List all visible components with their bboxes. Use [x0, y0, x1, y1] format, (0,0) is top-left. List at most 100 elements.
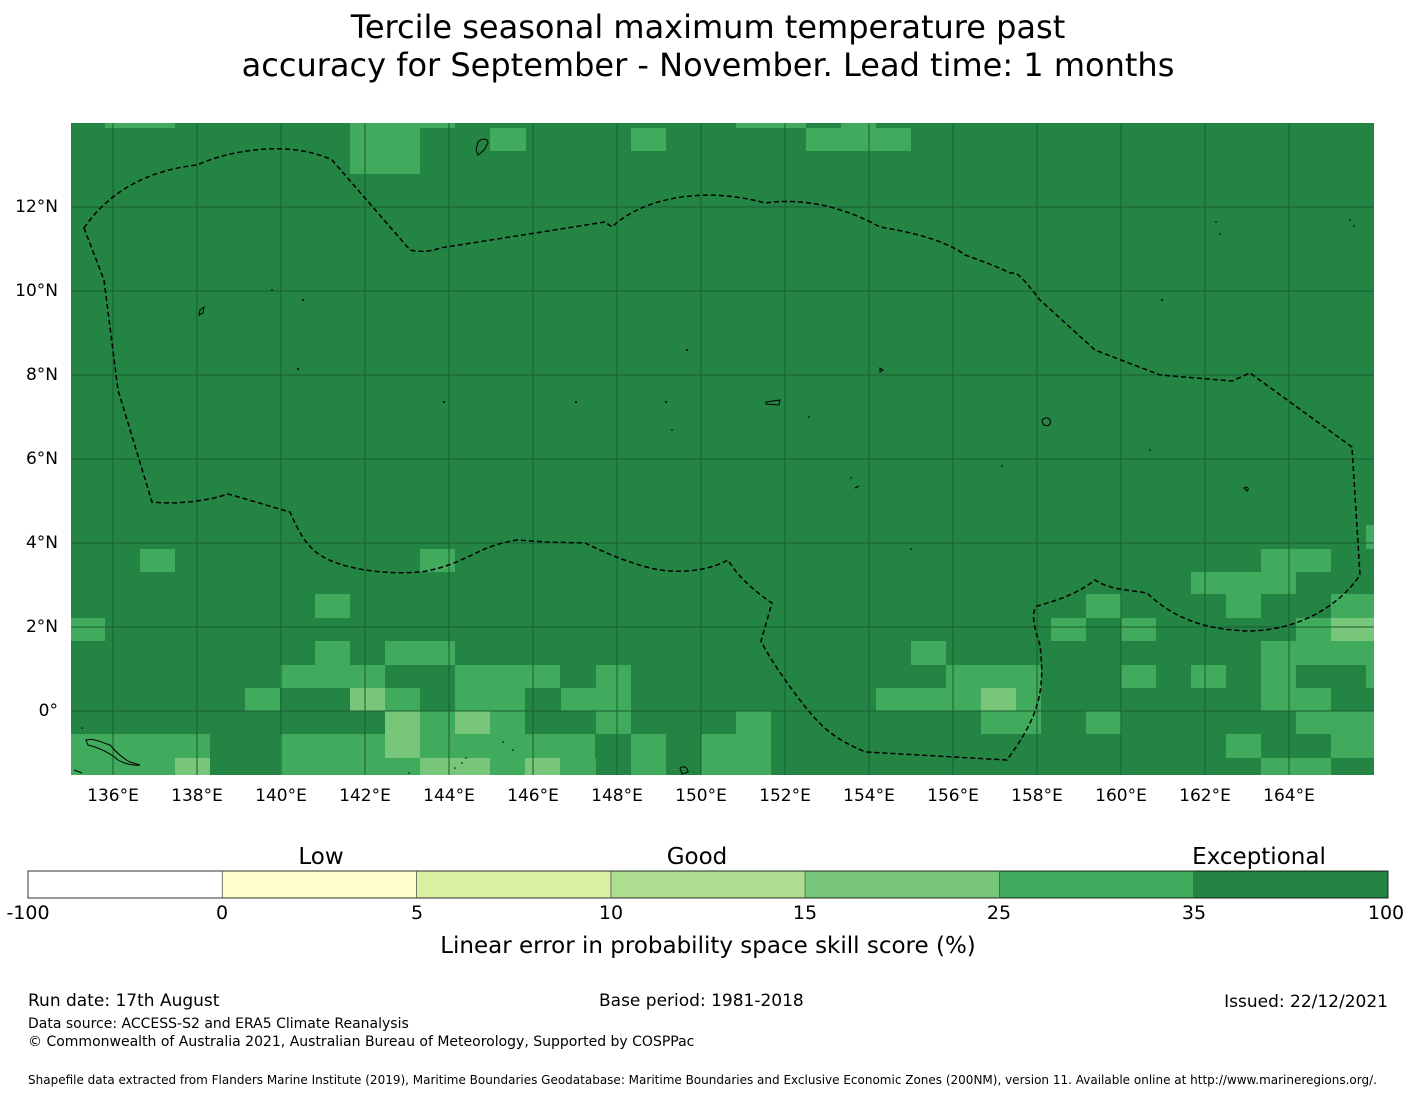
skill-cell: [1016, 688, 1041, 711]
skill-cell: [1296, 618, 1331, 641]
skill-cell: [631, 734, 666, 758]
skill-cell: [105, 123, 175, 128]
lon-label: 162°E: [1179, 786, 1231, 806]
skill-cell: [245, 688, 280, 711]
skill-cell: [736, 711, 771, 734]
skill-cell: [280, 734, 385, 758]
island-dot: [808, 416, 810, 418]
lat-label: 10°N: [15, 281, 58, 301]
skill-cell: [1121, 665, 1156, 688]
islands: [73, 138, 1249, 775]
island-chuuk: [765, 399, 781, 406]
lon-label: 148°E: [591, 786, 643, 806]
skill-cell: [561, 688, 631, 711]
colorbar-outline: [27, 870, 1389, 899]
skill-cell: [71, 758, 176, 775]
skill-cell: [631, 128, 666, 151]
skill-cell: [385, 641, 455, 665]
skill-cell: [420, 711, 455, 734]
legend-category-exceptional: Exceptional: [1192, 844, 1326, 870]
island: [1243, 486, 1249, 492]
colorbar-label: Linear error in probability space skill …: [440, 933, 976, 959]
lon-label: 154°E: [843, 786, 895, 806]
lat-label: 12°N: [15, 197, 58, 217]
skill-cell: [71, 734, 210, 758]
island-dot: [512, 749, 514, 751]
island-dot: [297, 368, 299, 370]
colorbar-segment: [1193, 871, 1388, 898]
skill-cell: [1226, 734, 1261, 758]
island-dot: [850, 477, 852, 479]
lon-label: 150°E: [675, 786, 727, 806]
skill-cell: [1261, 688, 1296, 711]
island-dot: [81, 727, 83, 729]
skill-cell: [701, 734, 771, 758]
colorbar-tick-label: -100: [6, 902, 50, 924]
skill-cell: [1296, 711, 1374, 734]
island: [73, 769, 83, 774]
skill-cell: [1296, 688, 1331, 711]
skill-cell: [1331, 734, 1374, 758]
skill-cell: [946, 665, 1041, 688]
lat-label: 4°N: [25, 533, 58, 553]
skill-cell: [280, 758, 420, 775]
colorbar: [27, 870, 1389, 899]
colorbar-tick-label: 35: [1181, 902, 1207, 924]
shapefile-attribution: Shapefile data extracted from Flanders M…: [28, 1073, 1377, 1087]
lat-label: 2°N: [25, 617, 58, 637]
base-period: Base period: 1981-2018: [599, 991, 804, 1011]
lon-label: 164°E: [1263, 786, 1315, 806]
island-manus: [679, 766, 689, 775]
island-png-coast: [85, 739, 141, 766]
colorbar-segment: [416, 871, 611, 898]
island-pohnpei: [1041, 417, 1051, 427]
island-dot: [302, 299, 304, 301]
island-dot: [1353, 225, 1355, 227]
skill-cell: [350, 123, 455, 128]
island-dot: [454, 767, 456, 769]
skill-cell: [981, 711, 1041, 734]
map-background: [71, 123, 1374, 775]
skill-cell: [280, 665, 385, 688]
skill-cell: [876, 688, 981, 711]
skill-cell: [420, 734, 595, 758]
skill-cell: [1366, 665, 1374, 688]
lon-label: 144°E: [423, 786, 475, 806]
title-line-1: Tercile seasonal maximum temperature pas…: [350, 8, 1066, 46]
issued-date: Issued: 22/12/2021: [1224, 992, 1388, 1012]
skill-cell: [490, 711, 525, 734]
lat-label: 0°: [38, 701, 58, 721]
island-dot: [271, 289, 273, 291]
skill-cell: [596, 665, 631, 688]
lat-label: 6°N: [25, 449, 58, 469]
skill-cell: [350, 688, 385, 711]
skill-cell: [315, 641, 350, 665]
skill-cell: [1051, 618, 1086, 641]
lon-label: 146°E: [507, 786, 559, 806]
colorbar-segment: [610, 871, 806, 898]
skill-cell: [911, 641, 946, 665]
island-dot: [1161, 299, 1163, 301]
skill-cell: [420, 549, 455, 572]
island-dot: [686, 349, 688, 351]
skill-cell: [490, 128, 526, 151]
skill-cell: [806, 128, 911, 151]
lon-label: 160°E: [1095, 786, 1147, 806]
skill-cell: [1331, 594, 1374, 618]
legend-category-low: Low: [298, 844, 344, 870]
skill-cell: [490, 758, 525, 775]
skill-cell: [1226, 594, 1261, 618]
island-dot: [910, 548, 912, 550]
lon-label: 136°E: [87, 786, 139, 806]
skill-cell: [1121, 618, 1156, 641]
colorbar-tick-label: 10: [598, 902, 624, 924]
skill-cell: [71, 618, 105, 641]
skill-cells: [71, 123, 1374, 775]
island-dot: [502, 741, 504, 743]
map-gridlines: [71, 123, 1374, 775]
skill-cell: [455, 688, 525, 711]
skill-cell: [1261, 549, 1331, 572]
eez-boundary: [83, 148, 1361, 761]
island-dots: [81, 219, 1355, 774]
